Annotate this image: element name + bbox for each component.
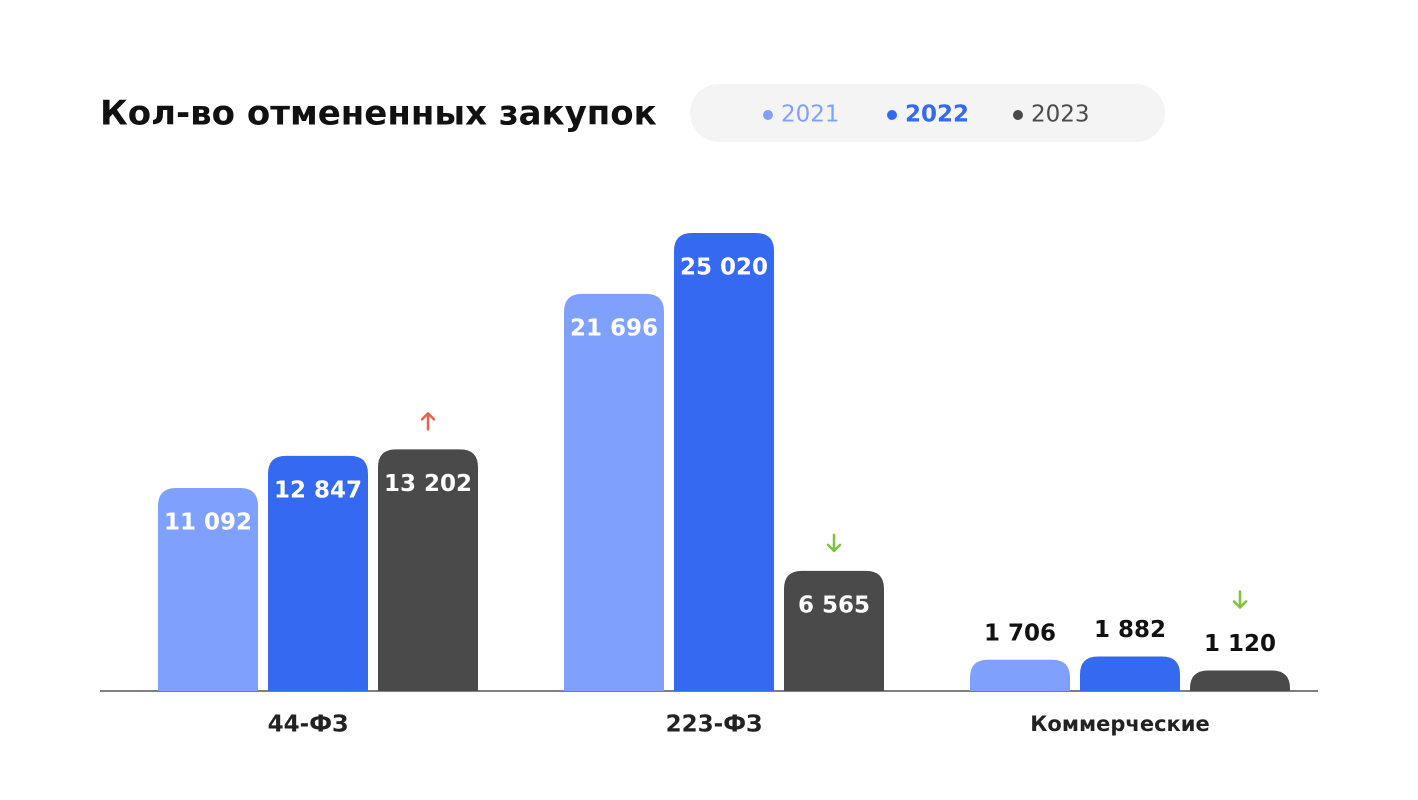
value-label: 12 847 (274, 477, 362, 503)
x-tick-label: 223-ФЗ (666, 712, 763, 738)
value-label: 25 020 (680, 255, 768, 281)
value-label: 1 882 (1094, 617, 1166, 643)
bar (158, 487, 258, 691)
legend-label: 2023 (1031, 102, 1090, 128)
legend-label: 2022 (905, 102, 969, 128)
value-label: 1 120 (1204, 631, 1276, 657)
legend-dot (1013, 110, 1023, 120)
bar (268, 455, 368, 691)
value-label: 11 092 (164, 509, 252, 535)
legend-dot (887, 110, 897, 120)
bar (1080, 656, 1180, 691)
bar (784, 570, 884, 691)
x-tick-label: Коммерческие (1030, 712, 1210, 736)
value-label: 6 565 (798, 592, 870, 618)
bar (674, 233, 774, 691)
trend-arrow (1232, 590, 1248, 609)
legend-label: 2021 (781, 102, 840, 128)
x-tick-label: 44-ФЗ (268, 712, 349, 738)
trend-arrow (826, 533, 842, 553)
legend-dot (763, 110, 773, 120)
value-label: 21 696 (570, 315, 658, 341)
legend-box (690, 84, 1165, 142)
trend-arrow (420, 412, 436, 431)
bar (1190, 670, 1290, 691)
bar (378, 449, 478, 691)
bar (564, 293, 664, 691)
bar (970, 659, 1070, 691)
value-label: 1 706 (984, 620, 1056, 646)
value-label: 13 202 (384, 471, 472, 497)
chart-title: Кол-во отмененных закупок (100, 94, 657, 134)
